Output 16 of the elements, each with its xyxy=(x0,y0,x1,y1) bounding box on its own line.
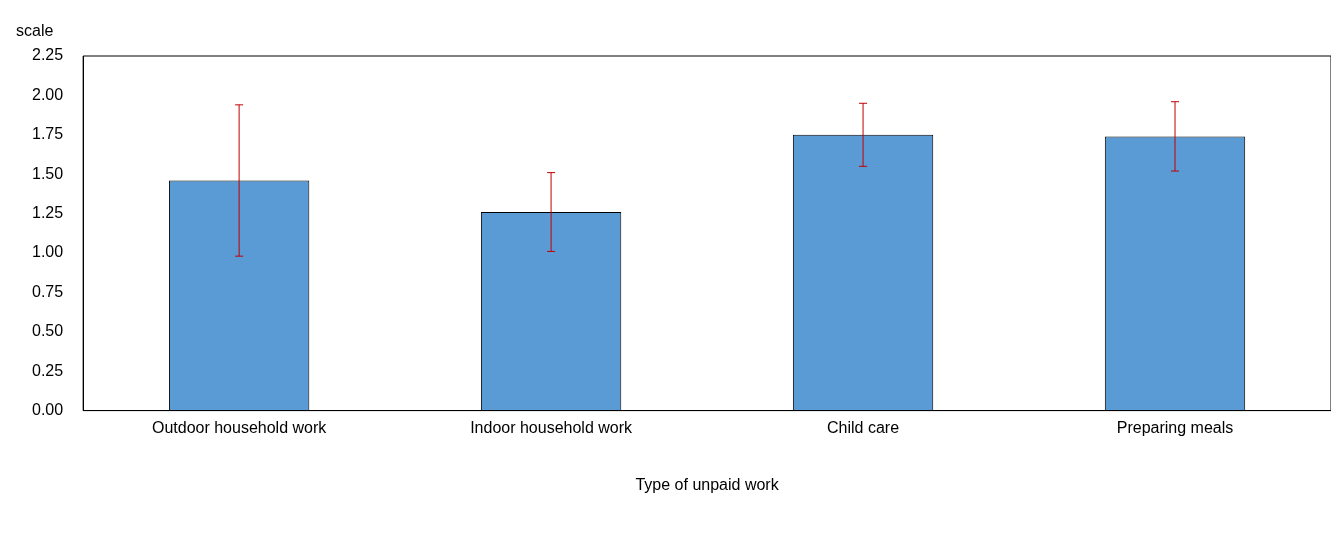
y-axis-title: scale xyxy=(16,22,54,39)
y-tick-label: 0.00 xyxy=(32,401,64,419)
y-tick-label: 1.75 xyxy=(32,125,64,143)
y-tick-label: 2.25 xyxy=(32,46,64,64)
y-tick-label: 2.00 xyxy=(32,85,64,103)
y-tick-label: 1.50 xyxy=(32,164,64,182)
x-tick-label: Indoor household work xyxy=(470,418,634,436)
x-tick-label: Child care xyxy=(827,418,900,436)
y-tick-label: 0.25 xyxy=(32,361,64,379)
y-tick-label: 1.25 xyxy=(32,204,64,222)
x-axis-title: Type of unpaid work xyxy=(635,475,780,493)
x-tick-label: Outdoor household work xyxy=(151,418,328,436)
y-tick-label: 0.50 xyxy=(32,322,64,340)
y-tick-label: 1.00 xyxy=(32,243,64,261)
y-tick-label: 0.75 xyxy=(32,282,64,300)
x-tick-label: Preparing meals xyxy=(1116,418,1234,436)
